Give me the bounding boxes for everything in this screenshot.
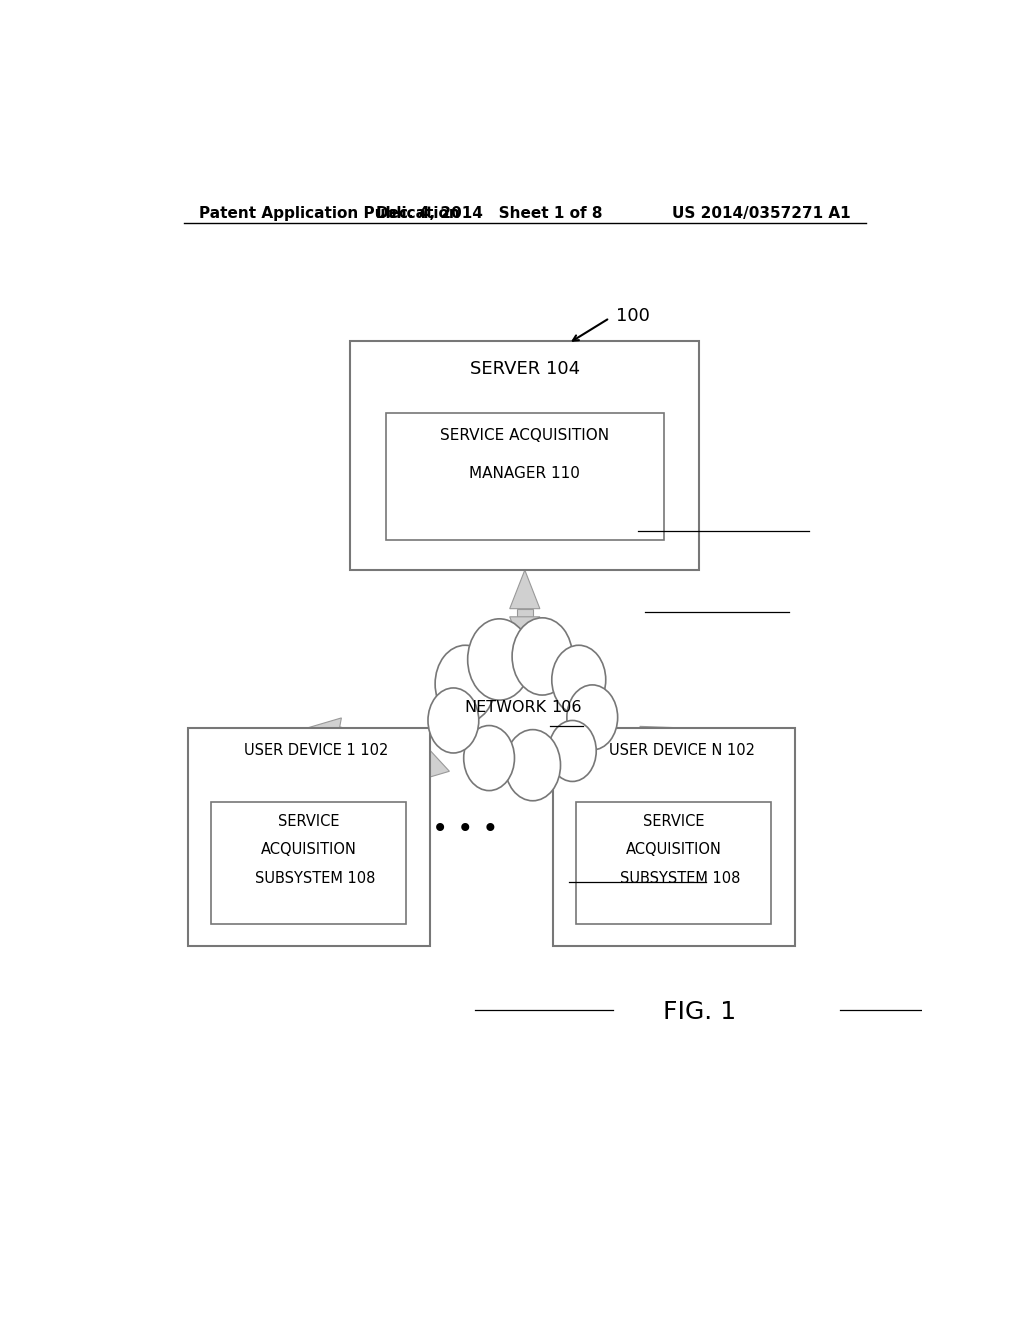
Circle shape [435,645,496,722]
Circle shape [428,688,479,752]
Polygon shape [640,726,674,762]
Polygon shape [510,616,540,656]
Text: SERVICE: SERVICE [278,814,339,829]
FancyBboxPatch shape [386,412,664,540]
Circle shape [552,645,606,714]
Text: NETWORK: NETWORK [464,700,546,714]
Circle shape [468,619,531,700]
Text: SUBSYSTEM 108: SUBSYSTEM 108 [255,871,375,886]
Text: 106: 106 [551,700,582,714]
Polygon shape [308,718,341,755]
Text: SERVICE: SERVICE [643,814,705,829]
Circle shape [514,653,591,751]
Circle shape [459,669,536,766]
Text: ACQUISITION: ACQUISITION [626,842,722,858]
Circle shape [552,645,606,714]
Circle shape [567,685,617,750]
Text: USER DEVICE N 102: USER DEVICE N 102 [608,743,755,758]
Text: Patent Application Publication: Patent Application Publication [200,206,460,222]
Circle shape [464,726,514,791]
Text: ACQUISITION: ACQUISITION [260,842,356,858]
Circle shape [435,645,496,722]
Text: 100: 100 [616,308,650,325]
FancyBboxPatch shape [350,342,699,570]
Text: SERVICE ACQUISITION: SERVICE ACQUISITION [440,428,609,442]
Text: US 2014/0357271 A1: US 2014/0357271 A1 [672,206,850,222]
Text: SERVER 104: SERVER 104 [470,359,580,378]
Polygon shape [625,735,649,764]
Circle shape [567,685,617,750]
FancyBboxPatch shape [577,801,771,924]
Circle shape [549,721,596,781]
Text: MANAGER 110: MANAGER 110 [469,466,581,482]
Polygon shape [417,743,450,781]
Polygon shape [517,609,532,616]
Circle shape [468,619,531,700]
Circle shape [512,618,572,696]
Polygon shape [510,570,540,609]
Circle shape [489,680,568,781]
Circle shape [464,726,514,791]
Circle shape [549,721,596,781]
Polygon shape [600,738,634,772]
Text: • • •: • • • [432,816,499,843]
FancyBboxPatch shape [553,727,795,946]
Text: Dec. 4, 2014   Sheet 1 of 8: Dec. 4, 2014 Sheet 1 of 8 [376,206,602,222]
Circle shape [428,688,479,752]
FancyBboxPatch shape [211,801,406,924]
Circle shape [512,618,572,696]
Text: FIG. 1: FIG. 1 [663,1001,736,1024]
Polygon shape [336,727,422,772]
Text: SUBSYSTEM 108: SUBSYSTEM 108 [620,871,740,886]
Text: USER DEVICE 1 102: USER DEVICE 1 102 [245,743,389,758]
Circle shape [473,644,560,756]
Circle shape [505,730,560,801]
Circle shape [505,730,560,801]
FancyBboxPatch shape [187,727,430,946]
